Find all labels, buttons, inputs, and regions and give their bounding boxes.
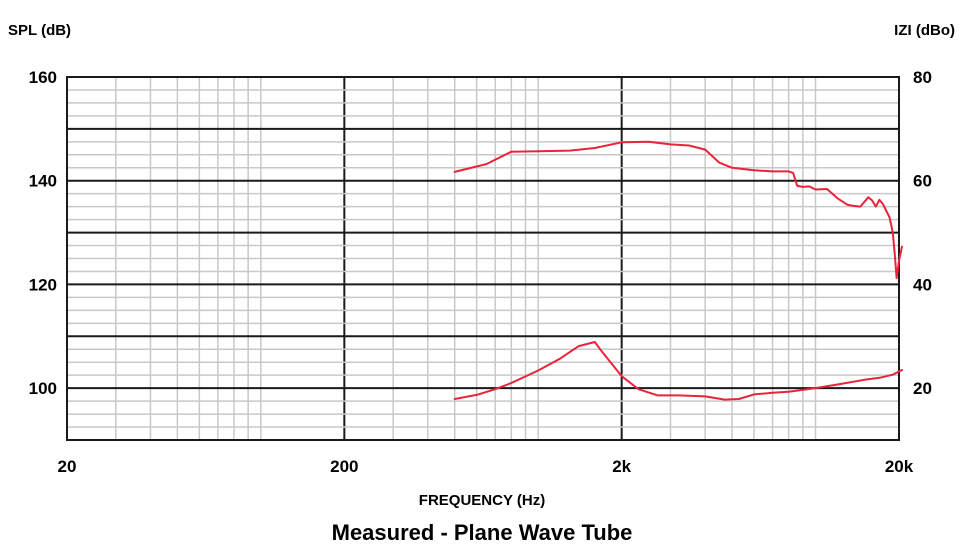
chart-caption: Measured - Plane Wave Tube bbox=[332, 520, 633, 545]
right-tick-labels: 20 40 60 80 bbox=[913, 68, 932, 398]
series-group bbox=[453, 140, 903, 401]
left-axis-title: SPL (dB) bbox=[8, 22, 71, 39]
right-axis-title: IZI (dBo) bbox=[894, 22, 955, 39]
left-tick-label: 120 bbox=[29, 275, 57, 294]
x-tick-labels: 20 200 2k 20k bbox=[58, 457, 914, 476]
left-tick-label: 100 bbox=[29, 379, 57, 398]
left-tick-label: 160 bbox=[29, 68, 57, 87]
x-tick-label: 20k bbox=[885, 457, 914, 476]
right-tick-label: 40 bbox=[913, 275, 932, 294]
right-tick-label: 80 bbox=[913, 68, 932, 87]
impedance-curve bbox=[453, 341, 903, 401]
right-tick-label: 20 bbox=[913, 379, 932, 398]
right-tick-label: 60 bbox=[913, 172, 932, 191]
x-axis-title: FREQUENCY (Hz) bbox=[419, 492, 545, 509]
x-tick-label: 2k bbox=[612, 457, 631, 476]
x-tick-label: 200 bbox=[330, 457, 358, 476]
left-tick-label: 140 bbox=[29, 172, 57, 191]
plot-grid bbox=[67, 77, 899, 440]
spl-curve bbox=[453, 140, 903, 280]
x-tick-label: 20 bbox=[58, 457, 77, 476]
left-tick-labels: 100 120 140 160 bbox=[29, 68, 57, 398]
